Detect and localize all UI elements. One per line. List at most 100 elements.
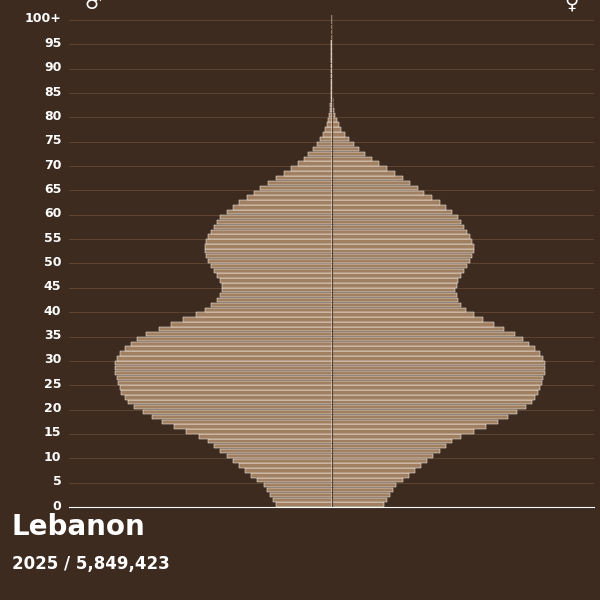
Bar (239, 463, 331, 468)
Bar (331, 230, 467, 234)
Bar (331, 439, 452, 443)
Bar (331, 186, 418, 190)
Bar (331, 132, 345, 137)
Bar (331, 176, 403, 181)
Bar (331, 322, 494, 326)
Bar (220, 293, 331, 297)
Bar (206, 239, 331, 244)
Bar (152, 415, 331, 419)
Bar (115, 366, 331, 370)
Bar (331, 103, 334, 107)
Bar (331, 274, 461, 278)
Bar (331, 259, 470, 263)
Bar (257, 478, 331, 482)
Bar (205, 249, 331, 253)
Bar (270, 493, 331, 497)
Bar (251, 473, 331, 478)
Bar (331, 288, 455, 292)
Bar (217, 274, 331, 278)
Bar (331, 244, 473, 248)
Bar (331, 371, 545, 375)
Bar (331, 346, 535, 351)
Bar (331, 458, 427, 463)
Bar (117, 356, 331, 361)
Bar (273, 497, 331, 502)
Bar (205, 244, 331, 248)
Bar (128, 400, 331, 404)
Bar (187, 430, 331, 434)
Bar (331, 171, 395, 176)
Bar (331, 313, 473, 317)
Bar (331, 302, 461, 307)
Bar (331, 269, 464, 273)
Bar (266, 488, 331, 492)
Bar (115, 371, 331, 375)
Bar (331, 454, 433, 458)
Bar (121, 391, 331, 395)
Bar (331, 142, 354, 146)
Bar (239, 200, 331, 205)
Bar (331, 352, 540, 356)
Bar (131, 341, 331, 346)
Bar (284, 171, 331, 176)
Bar (327, 122, 331, 127)
Bar (331, 263, 467, 268)
Bar (146, 332, 331, 336)
Bar (260, 186, 331, 190)
Bar (331, 181, 410, 185)
Bar (263, 483, 331, 487)
Bar (331, 118, 337, 122)
Bar (233, 205, 331, 209)
Bar (211, 302, 331, 307)
Text: 2025 / 5,849,423: 2025 / 5,849,423 (12, 555, 170, 573)
Bar (331, 200, 440, 205)
Bar (331, 210, 452, 214)
Bar (134, 405, 331, 409)
Bar (331, 293, 457, 297)
Bar (331, 220, 461, 224)
Bar (331, 468, 415, 473)
Bar (292, 166, 331, 170)
Bar (331, 376, 543, 380)
Bar (331, 166, 387, 170)
Bar (183, 317, 331, 322)
Bar (214, 444, 331, 448)
Bar (205, 308, 331, 312)
Bar (117, 376, 331, 380)
Bar (331, 157, 371, 161)
Bar (330, 108, 331, 112)
Bar (331, 161, 379, 166)
Bar (217, 220, 331, 224)
Bar (161, 419, 331, 424)
Bar (208, 235, 331, 239)
Bar (331, 419, 498, 424)
Text: Lebanon: Lebanon (12, 513, 146, 541)
Bar (313, 147, 331, 151)
Bar (331, 98, 333, 103)
Bar (331, 147, 359, 151)
Bar (331, 502, 384, 507)
Bar (331, 366, 545, 370)
Bar (331, 205, 446, 209)
Bar (206, 254, 331, 259)
Bar (331, 127, 341, 131)
Bar (330, 103, 331, 107)
Bar (331, 478, 403, 482)
Bar (331, 308, 466, 312)
Bar (331, 434, 461, 439)
Bar (254, 191, 331, 195)
Bar (331, 152, 365, 156)
Bar (125, 395, 331, 400)
Bar (214, 225, 331, 229)
Bar (331, 196, 432, 200)
Bar (331, 283, 457, 287)
Bar (331, 332, 515, 336)
Bar (222, 283, 331, 287)
Bar (331, 327, 505, 331)
Bar (331, 191, 424, 195)
Bar (323, 132, 331, 137)
Bar (331, 497, 387, 502)
Bar (329, 113, 331, 117)
Bar (328, 118, 331, 122)
Bar (331, 405, 526, 409)
